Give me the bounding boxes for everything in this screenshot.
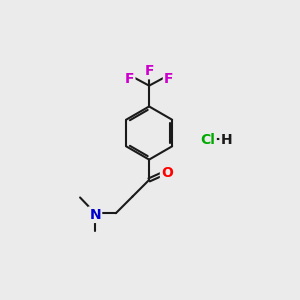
Text: H: H [221, 133, 232, 147]
Text: F: F [144, 64, 154, 78]
Text: O: O [161, 166, 173, 180]
Text: F: F [164, 72, 174, 86]
Text: F: F [124, 72, 134, 86]
Text: N: N [89, 208, 101, 222]
Text: Cl: Cl [201, 133, 215, 147]
